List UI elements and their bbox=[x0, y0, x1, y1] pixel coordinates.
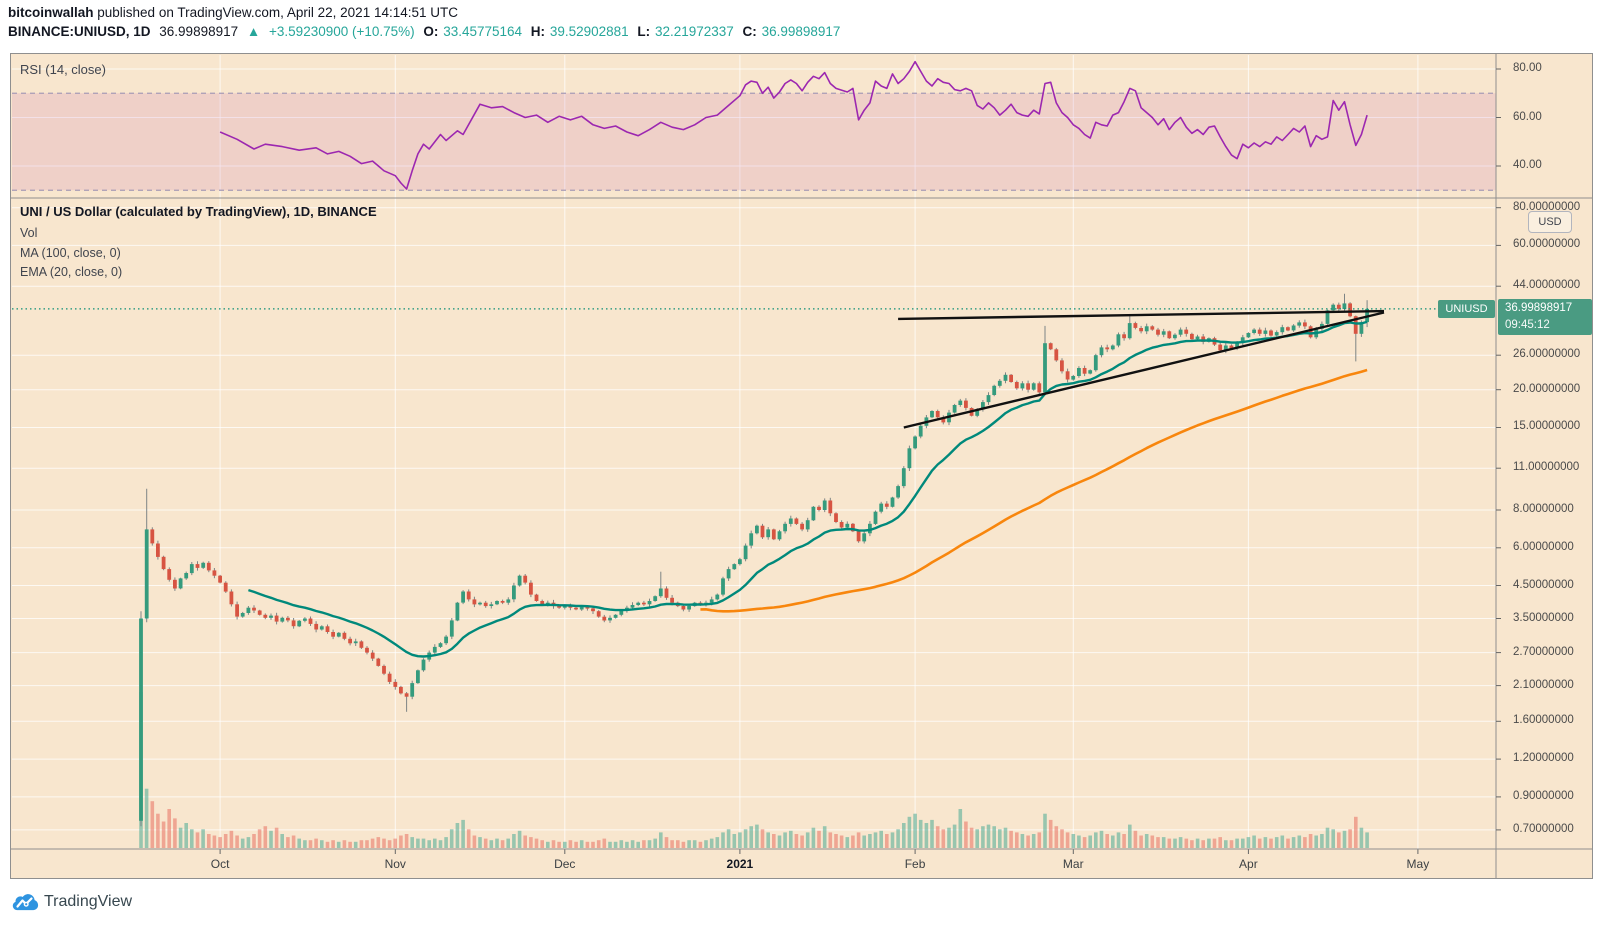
chart-title[interactable]: UNI / US Dollar (calculated by TradingVi… bbox=[20, 204, 377, 219]
currency-toggle-button[interactable]: USD bbox=[1528, 211, 1572, 233]
price-axis-label: 26.00000000 bbox=[1513, 348, 1581, 361]
time-axis-label: Dec bbox=[554, 857, 576, 871]
volume-series bbox=[139, 692, 1369, 848]
time-axis-label: Feb bbox=[904, 857, 926, 871]
open-value: 33.45775164 bbox=[443, 24, 523, 39]
change-arrow-icon: ▲ bbox=[246, 24, 261, 39]
high-value: 39.52902881 bbox=[549, 24, 629, 39]
candlestick-series bbox=[139, 293, 1369, 827]
last-price-flag: 36.99898917 09:45:12 bbox=[1498, 298, 1592, 335]
price-axis-label: 44.00000000 bbox=[1513, 279, 1581, 292]
time-axis-label: Apr bbox=[1239, 857, 1258, 871]
trendline-support[interactable] bbox=[903, 311, 1385, 429]
last-price: 36.99898917 bbox=[159, 24, 239, 39]
time-axis-label: Mar bbox=[1062, 857, 1084, 871]
author-name: bitcoinwallah bbox=[8, 5, 94, 20]
rsi-axis-label: 80.00 bbox=[1513, 62, 1542, 74]
time-axis-label: Oct bbox=[210, 857, 230, 871]
legend-item[interactable]: Vol bbox=[20, 226, 38, 240]
publish-info: published on TradingView.com, April 22, … bbox=[93, 5, 458, 20]
time-axis-label: May bbox=[1406, 857, 1430, 871]
trendline-resistance[interactable] bbox=[898, 309, 1385, 321]
symbol-name: BINANCE:UNIUSD, 1D bbox=[8, 24, 151, 39]
price-axis-label: 2.10000000 bbox=[1513, 678, 1574, 691]
close-label: C: bbox=[742, 24, 757, 39]
bar-countdown: 09:45:12 bbox=[1505, 318, 1550, 331]
ema20-line bbox=[248, 320, 1368, 658]
price-change: +3.59230900 (+10.75%) bbox=[269, 24, 415, 39]
price-axis-label: 0.70000000 bbox=[1513, 822, 1574, 835]
rsi-axis-label: 60.00 bbox=[1513, 110, 1542, 123]
chart-canvas[interactable] bbox=[11, 54, 1592, 878]
symbol-price-flag: UNIUSD bbox=[1438, 299, 1495, 318]
rsi-line bbox=[219, 60, 1368, 190]
price-axis-label: 1.20000000 bbox=[1513, 752, 1574, 765]
price-axis-label: 1.60000000 bbox=[1513, 714, 1574, 727]
chart-widget[interactable]: RSI (14, close) UNI / US Dollar (calcula… bbox=[10, 53, 1593, 879]
tradingview-brand-text[interactable]: TradingView bbox=[44, 893, 133, 910]
price-axis-label: 4.50000000 bbox=[1513, 578, 1574, 591]
rsi-band bbox=[12, 93, 1496, 191]
price-axis-label: 80.00000000 bbox=[1513, 200, 1581, 213]
price-axis-label: 20.00000000 bbox=[1513, 382, 1581, 395]
ma100-line bbox=[700, 368, 1368, 613]
price-axis-label: 0.90000000 bbox=[1513, 789, 1574, 802]
footer-bar: TradingView bbox=[0, 880, 1600, 926]
low-label: L: bbox=[637, 24, 651, 39]
price-axis-label: 8.00000000 bbox=[1513, 503, 1574, 515]
price-axis-label: 6.00000000 bbox=[1513, 540, 1574, 553]
low-value: 32.21972337 bbox=[654, 24, 734, 39]
close-value: 36.99898917 bbox=[761, 24, 841, 39]
price-axis-label: 3.50000000 bbox=[1513, 611, 1574, 624]
open-label: O: bbox=[423, 24, 439, 39]
time-axis-label: Nov bbox=[384, 857, 406, 871]
rsi-indicator-label[interactable]: RSI (14, close) bbox=[20, 62, 106, 77]
symbol-info-bar: BINANCE:UNIUSD, 1D 36.99898917 ▲ +3.5923… bbox=[8, 24, 845, 39]
price-axis-label: 60.00000000 bbox=[1513, 238, 1581, 251]
legend-item[interactable]: MA (100, close, 0) bbox=[20, 245, 121, 260]
legend-item[interactable]: EMA (20, close, 0) bbox=[20, 265, 123, 279]
rsi-axis-label: 40.00 bbox=[1513, 159, 1542, 171]
time-axis-label: 2021 bbox=[726, 857, 754, 871]
high-label: H: bbox=[530, 24, 546, 39]
tradingview-logo-icon[interactable] bbox=[12, 891, 40, 915]
price-axis-label: 2.70000000 bbox=[1513, 645, 1574, 658]
indicator-legend: Vol MA (100, close, 0) EMA (20, close, 0) bbox=[20, 224, 122, 283]
price-axis-label: 11.00000000 bbox=[1513, 461, 1580, 474]
last-price-value: 36.99898917 bbox=[1505, 301, 1573, 314]
price-axis-label: 15.00000000 bbox=[1513, 420, 1581, 433]
publish-line: bitcoinwallah published on TradingView.c… bbox=[8, 5, 458, 20]
